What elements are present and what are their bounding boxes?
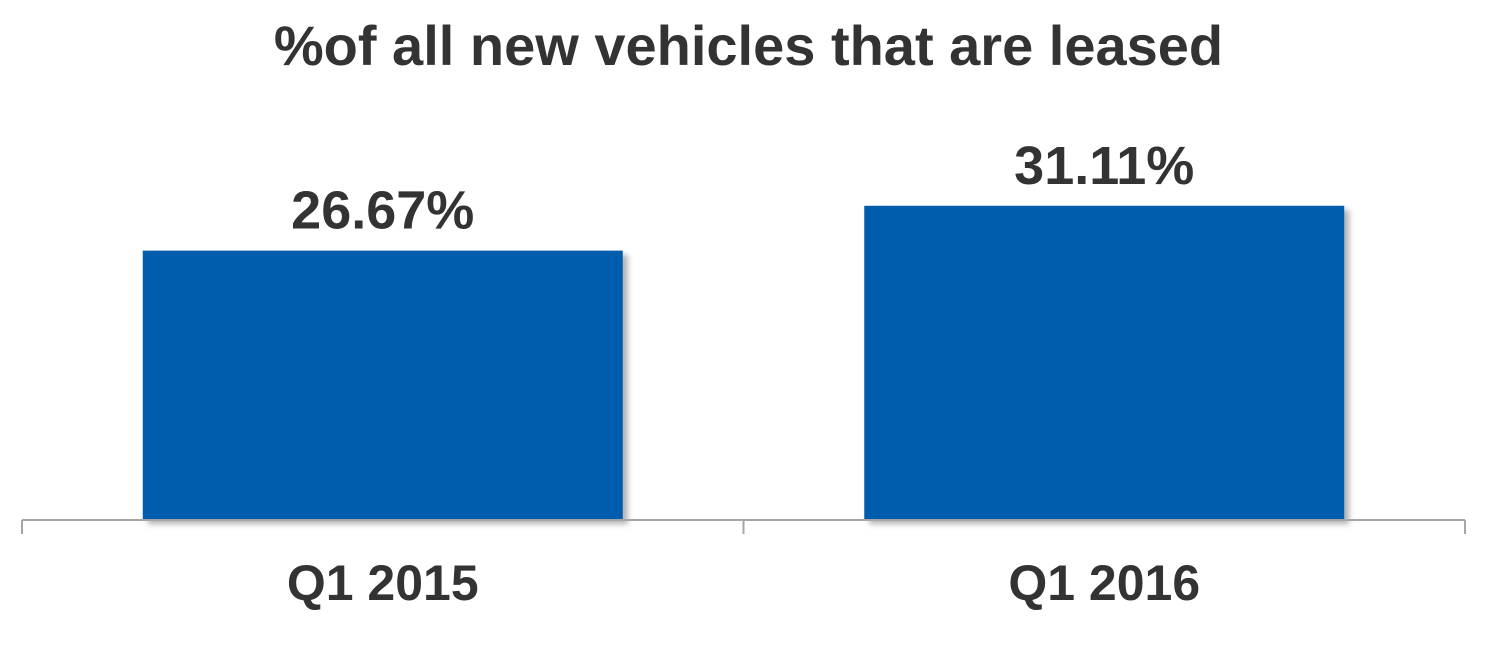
chart-title: %of all new vehicles that are leased bbox=[273, 14, 1224, 77]
bar-value-label-2: 31.11% bbox=[1014, 136, 1194, 196]
x-tick-label-2: Q1 2016 bbox=[1008, 555, 1200, 611]
bar-2 bbox=[864, 205, 1345, 520]
bar-value-label-1: 26.67% bbox=[291, 181, 474, 241]
bar-1 bbox=[142, 250, 623, 520]
x-tick-label-1: Q1 2015 bbox=[287, 555, 479, 611]
